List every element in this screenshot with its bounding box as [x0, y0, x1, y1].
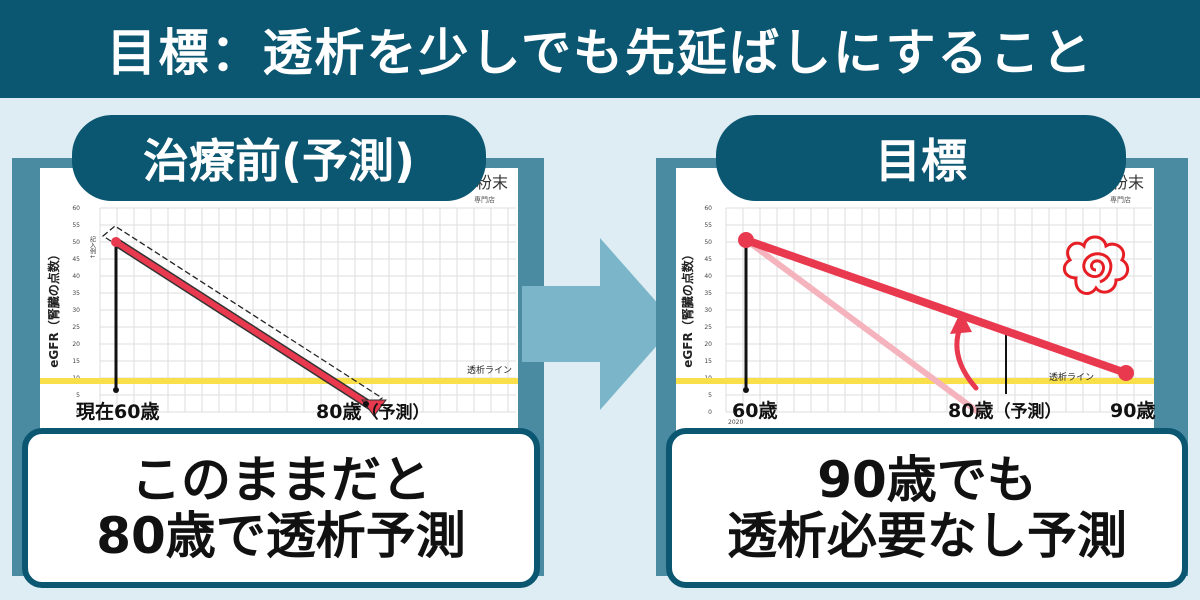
- y-tick: 0: [76, 409, 80, 416]
- right-pill-label: 目標: [716, 115, 1126, 201]
- right-message-line1: 90歳でも: [817, 451, 1037, 509]
- end-point: [1118, 365, 1134, 381]
- predicted-age-label: 80歳（予測）: [948, 396, 1061, 423]
- start-age-label: 60歳: [732, 400, 778, 422]
- y-tick: 40: [72, 273, 80, 280]
- title-banner: 目標：透析を少しでも先延ばしにすること: [0, 0, 1200, 98]
- y-tick: 60: [72, 205, 80, 212]
- y-tick: 30: [704, 307, 712, 314]
- right-message-box: 90歳でも 透析必要なし予測: [666, 428, 1188, 588]
- y-tick: 60: [704, 205, 712, 212]
- y-tick: 45: [72, 256, 80, 263]
- dialysis-line: [40, 378, 518, 384]
- y-tick: 35: [704, 290, 712, 297]
- y-tick: 55: [72, 222, 80, 229]
- y-tick: 25: [72, 324, 80, 331]
- example-note: 記入例↓: [89, 235, 96, 259]
- left-chart-svg: 60 55 50 45 40 35 30 25 20 15 10 5 0 eGF…: [40, 173, 518, 417]
- improved-trend-line: [742, 236, 1130, 377]
- start-age-label: 現在60歳: [76, 401, 160, 423]
- right-chart: 60 55 50 45 40 35 30 25 20 15 10 5 0 202…: [676, 168, 1154, 436]
- brand-sub: 専門店: [474, 195, 495, 204]
- left-message-line2: 80歳で透析予測: [96, 507, 466, 565]
- end-age: 80歳: [316, 401, 362, 423]
- left-pill-label: 治療前(予測): [72, 115, 486, 201]
- y-tick: 0: [708, 409, 712, 416]
- x-first-tick: 2020: [728, 419, 743, 426]
- brand-sub: 専門店: [1110, 195, 1131, 204]
- dialysis-line: [676, 378, 1154, 384]
- predicted-age: 80歳: [948, 400, 994, 422]
- brand-logo: 粉末: [476, 173, 508, 192]
- y-tick: 30: [72, 307, 80, 314]
- y-tick: 5: [708, 392, 712, 399]
- y-tick: 45: [704, 256, 712, 263]
- left-message-line1: このままだと: [131, 451, 431, 509]
- goal-title: 目標: [875, 134, 967, 188]
- dialysis-line-label: 透析ライン: [1049, 371, 1094, 383]
- right-message-line2: 透析必要なし予測: [727, 507, 1127, 565]
- dialysis-line-label: 透析ライン: [467, 364, 512, 376]
- predicted-age-note: （予測）: [993, 402, 1062, 422]
- before-treatment-title: 治療前(予測): [142, 134, 416, 188]
- y-tick: 35: [72, 290, 80, 297]
- anger-cloud-icon: [1062, 235, 1130, 295]
- y-axis-title: eGFR（腎臓の点数）: [680, 248, 695, 367]
- y-tick: 15: [704, 358, 712, 365]
- y-tick: 40: [704, 273, 712, 280]
- y-tick: 55: [704, 222, 712, 229]
- end-age-label: 80歳（予測）: [316, 397, 429, 424]
- right-chart-svg: 60 55 50 45 40 35 30 25 20 15 10 5 0 202…: [676, 173, 1154, 426]
- y-tick: 15: [72, 358, 80, 365]
- y-axis-title: eGFR（腎臓の点数）: [46, 248, 61, 367]
- target-age-label: 90歳: [1110, 400, 1156, 422]
- page-title: 目標：透析を少しでも先延ばしにすること: [106, 24, 1094, 82]
- y-tick: 20: [704, 341, 712, 348]
- y-tick: 50: [704, 239, 712, 246]
- y-tick: 25: [704, 324, 712, 331]
- left-message-box: このままだと 80歳で透析予測: [22, 428, 540, 588]
- start-point: [111, 237, 121, 247]
- y-tick: 5: [76, 392, 80, 399]
- decline-trend-line: [113, 239, 377, 411]
- start-point: [738, 232, 754, 248]
- left-chart: 60 55 50 45 40 35 30 25 20 15 10 5 0 eGF…: [40, 168, 518, 436]
- previous-trend-line: [743, 237, 981, 415]
- y-tick: 20: [72, 341, 80, 348]
- end-age-note: （予測）: [361, 403, 430, 423]
- right-arrow-icon: [522, 238, 676, 410]
- y-tick: 50: [72, 239, 80, 246]
